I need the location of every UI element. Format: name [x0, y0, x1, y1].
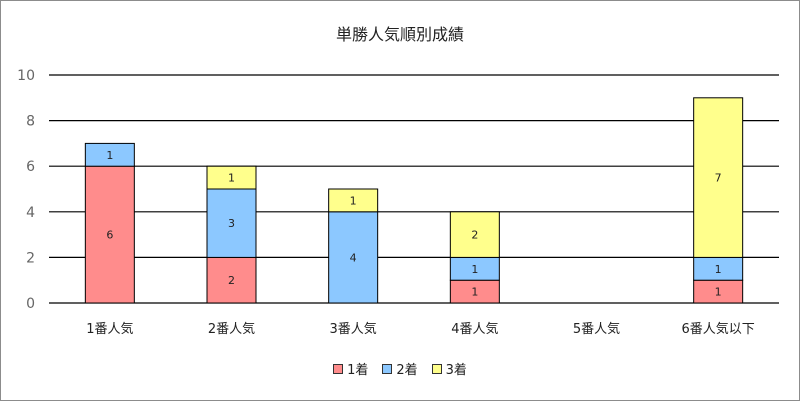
bar-segment [693, 97, 744, 258]
x-tick-label: 5番人気 [573, 321, 620, 337]
legend-label: 2着 [396, 363, 418, 378]
x-tick-label: 2番人気 [208, 321, 255, 337]
bar-segment [328, 188, 379, 213]
data-label: 1 [350, 194, 357, 207]
legend-item: 2着 [382, 359, 418, 378]
bar-segment [449, 211, 500, 258]
bar-segment [206, 165, 257, 190]
x-tick-label: 4番人気 [451, 321, 498, 337]
data-label: 1 [715, 286, 722, 299]
y-tick-label: 8 [26, 114, 35, 130]
data-label: 1 [106, 149, 113, 162]
data-label: 1 [228, 172, 235, 185]
legend-item: 3着 [431, 359, 467, 378]
y-tick-label: 0 [26, 296, 35, 312]
x-tick-label: 3番人気 [330, 321, 377, 337]
legend-swatch [382, 363, 393, 374]
legend-swatch [333, 363, 344, 374]
data-label: 1 [471, 263, 478, 276]
bar-segment [206, 256, 257, 304]
legend-item: 1着 [333, 359, 368, 378]
chart-legend: 1着 2着 3着 [1, 359, 799, 378]
data-label: 1 [715, 263, 722, 276]
data-label: 2 [471, 229, 478, 242]
data-label: 7 [715, 172, 722, 185]
y-tick-label: 6 [26, 159, 35, 175]
bar-segment [84, 142, 135, 167]
legend-label: 3着 [445, 363, 467, 378]
x-tick-label: 1番人気 [86, 321, 133, 337]
data-label: 4 [350, 251, 357, 264]
y-tick-label: 4 [26, 205, 35, 221]
data-label: 6 [106, 229, 113, 242]
legend-swatch [431, 363, 442, 374]
data-label: 3 [228, 217, 235, 230]
y-tick-label: 10 [17, 68, 35, 84]
y-tick-label: 2 [26, 250, 35, 266]
chart-title: 単勝人気順別成績 [335, 25, 464, 44]
bar-segment [206, 188, 257, 258]
x-tick-label: 6番人気以下 [682, 321, 755, 337]
data-label: 1 [471, 286, 478, 299]
bar-segment [84, 165, 135, 304]
legend-label: 1着 [347, 363, 369, 378]
data-label: 2 [228, 274, 235, 287]
